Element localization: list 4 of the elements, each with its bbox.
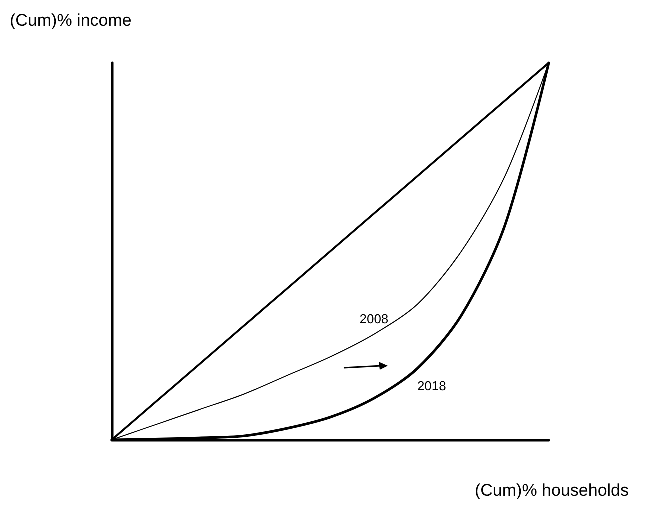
- series-label: 2018: [417, 378, 446, 394]
- y-axis-title: (Cum)% income: [10, 11, 132, 30]
- x-axis-title: (Cum)% households: [474, 481, 630, 500]
- series-label: 2008: [360, 311, 389, 326]
